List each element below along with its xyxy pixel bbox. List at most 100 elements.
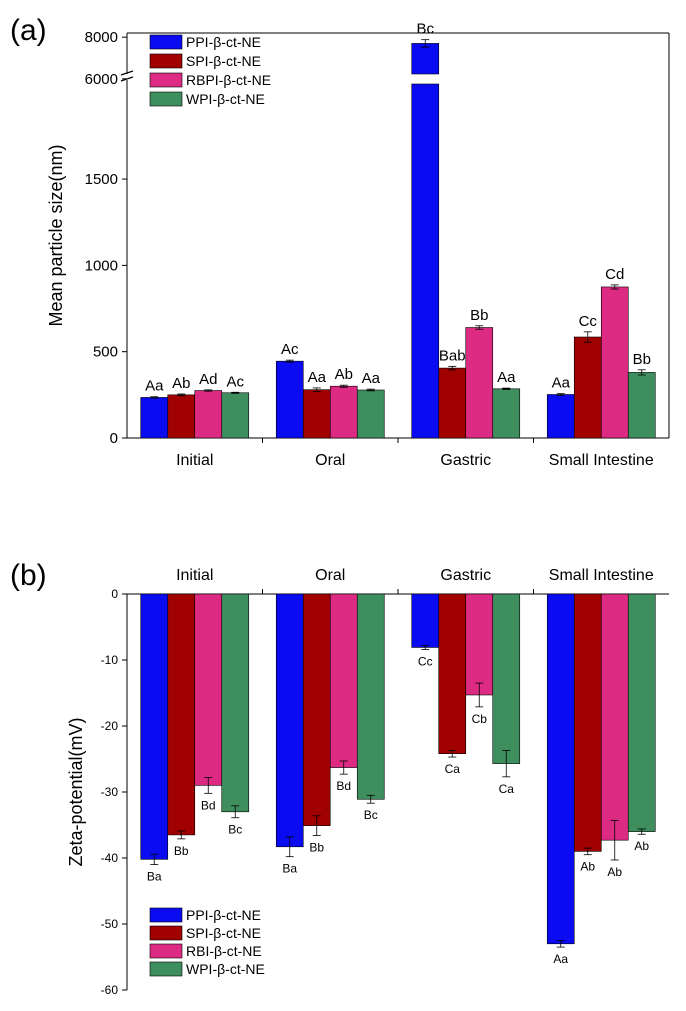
significance-label: Aa — [497, 369, 516, 386]
significance-label: Bb — [309, 841, 324, 855]
y-axis-title: Zeta-potential(mV) — [66, 717, 86, 866]
significance-label: Ac — [226, 373, 244, 390]
significance-label: Ad — [199, 371, 217, 388]
y-tick-label: -60 — [101, 983, 119, 997]
y-tick-label: 0 — [111, 587, 118, 601]
x-category-label: Small Intestine — [549, 452, 654, 469]
legend-swatch — [149, 91, 183, 107]
bar — [411, 83, 440, 439]
x-category-label: Small Intestine — [549, 567, 654, 584]
legend-swatch — [149, 907, 183, 923]
y-tick-label: 1500 — [85, 171, 118, 188]
legend-swatch — [149, 943, 183, 959]
significance-label: Ab — [172, 375, 190, 392]
bar — [221, 392, 250, 439]
significance-label: Ba — [147, 870, 162, 884]
bar — [465, 327, 494, 439]
bar — [438, 593, 467, 755]
bar — [140, 593, 169, 860]
legend-swatch — [149, 72, 183, 88]
bar — [356, 389, 385, 439]
significance-label: Ca — [445, 762, 461, 776]
y-tick-label: 0 — [110, 430, 118, 447]
significance-label: Bd — [336, 779, 351, 793]
legend-swatch — [149, 53, 183, 69]
significance-label: Bc — [416, 21, 434, 38]
bar — [546, 593, 575, 945]
significance-label: Cc — [418, 654, 433, 668]
legend-label: WPI-β-ct-NE — [186, 91, 265, 107]
legend-swatch — [149, 925, 183, 941]
bar — [329, 593, 358, 768]
bar — [546, 394, 575, 439]
significance-label: Bb — [470, 307, 488, 324]
bar — [221, 593, 250, 813]
x-category-label: Initial — [176, 452, 213, 469]
significance-label: Ab — [580, 860, 595, 874]
bar — [600, 593, 629, 841]
y-axis-title: Mean particle size(nm) — [46, 144, 66, 326]
y-tick-label: -40 — [101, 851, 119, 865]
legend-label: SPI-β-ct-NE — [186, 925, 261, 941]
bar — [411, 43, 440, 75]
y-tick-label: -20 — [101, 719, 119, 733]
y-tick-label: -30 — [101, 785, 119, 799]
bar — [275, 360, 304, 439]
x-category-label: Oral — [315, 567, 345, 584]
axis-break-mark — [120, 70, 134, 76]
significance-label: Ca — [499, 782, 515, 796]
x-category-label: Initial — [176, 567, 213, 584]
legend-label: RBPI-β-ct-NE — [186, 72, 271, 88]
significance-label: Aa — [308, 369, 327, 386]
significance-label: Ab — [634, 839, 649, 853]
bar — [438, 367, 467, 439]
bar — [627, 372, 656, 439]
panel-label-b: (b) — [10, 559, 47, 592]
significance-label: Ab — [607, 865, 622, 879]
bar — [167, 593, 196, 836]
significance-label: Aa — [145, 378, 164, 395]
significance-label: Aa — [552, 375, 571, 392]
bar — [167, 394, 196, 439]
bar — [465, 593, 494, 696]
significance-label: Cb — [472, 712, 488, 726]
y-tick-label: -10 — [101, 653, 119, 667]
legend-label: SPI-β-ct-NE — [186, 53, 261, 69]
bar — [627, 593, 656, 832]
bar — [573, 593, 602, 852]
legend-label: RBI-β-ct-NE — [186, 943, 262, 959]
significance-label: Ac — [281, 341, 299, 358]
legend-swatch — [149, 34, 183, 50]
bar — [356, 593, 385, 800]
bar — [194, 593, 223, 786]
bar — [275, 593, 304, 848]
y-tick-label: -50 — [101, 917, 119, 931]
bar — [140, 397, 169, 439]
bar — [492, 593, 521, 764]
significance-label: Bb — [174, 844, 189, 858]
bar — [302, 389, 331, 439]
panel-label-a: (a) — [10, 14, 47, 47]
significance-label: Cd — [605, 266, 624, 283]
significance-label: Bab — [439, 347, 466, 364]
significance-label: Aa — [553, 952, 568, 966]
bar — [411, 593, 440, 648]
legend-label: WPI-β-ct-NE — [186, 961, 265, 977]
x-category-label: Gastric — [440, 567, 491, 584]
y-tick-label: 6000 — [85, 71, 118, 88]
y-tick-label: 1000 — [85, 257, 118, 274]
legend-label: PPI-β-ct-NE — [186, 34, 261, 50]
bar — [329, 385, 358, 439]
bar — [194, 390, 223, 439]
bar — [600, 286, 629, 439]
significance-label: Ba — [282, 862, 297, 876]
y-tick-label: 500 — [93, 344, 118, 361]
significance-label: Bd — [201, 798, 216, 812]
bar — [492, 388, 521, 439]
bar — [573, 336, 602, 439]
x-category-label: Gastric — [440, 452, 491, 469]
bar — [302, 593, 331, 826]
significance-label: Cc — [579, 313, 598, 330]
significance-label: Bc — [364, 808, 378, 822]
significance-label: Aa — [362, 370, 381, 387]
